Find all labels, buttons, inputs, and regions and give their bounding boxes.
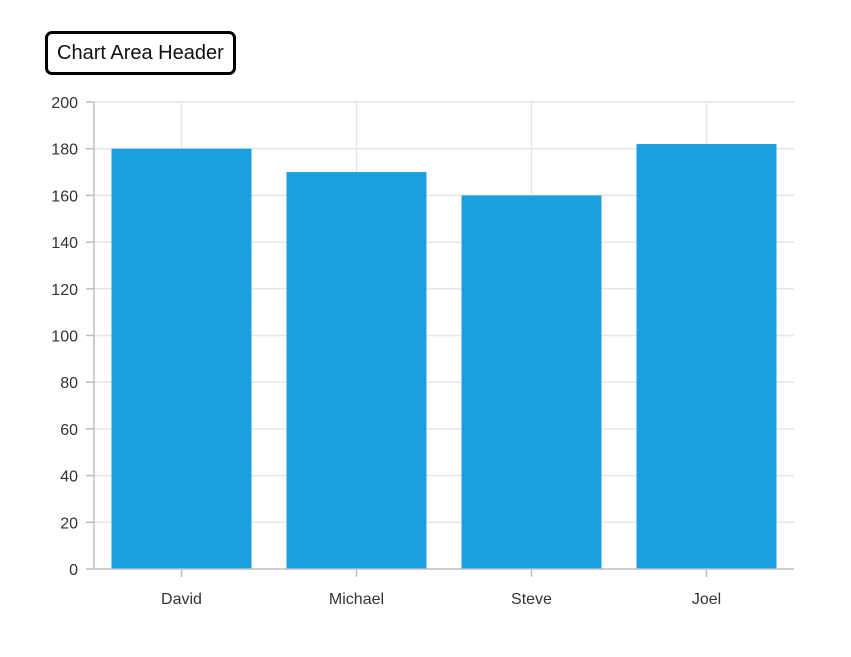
y-tick-label: 60 (60, 422, 78, 439)
bar-david (111, 148, 252, 569)
y-tick-label: 80 (60, 375, 78, 392)
x-tick-label: Steve (511, 591, 552, 608)
x-tick-labels: David Michael Steve Joel (161, 591, 721, 608)
x-tick-label: Joel (692, 591, 721, 608)
bars (111, 144, 777, 570)
axes (86, 101, 794, 577)
y-tick-label: 120 (51, 282, 78, 299)
bar-steve (461, 195, 602, 569)
bar-michael (286, 172, 427, 570)
y-tick-label: 140 (51, 235, 78, 252)
x-tick-label: David (161, 591, 202, 608)
y-tick-label: 200 (51, 95, 78, 112)
y-tick-label: 20 (60, 515, 78, 532)
y-tick-label: 0 (69, 562, 78, 579)
y-tick-label: 100 (51, 329, 78, 346)
x-tick-label: Michael (329, 591, 384, 608)
y-tick-labels: 0 20 40 60 80 100 120 140 160 180 200 (51, 95, 78, 579)
y-tick-label: 40 (60, 469, 78, 486)
y-tick-label: 160 (51, 188, 78, 205)
y-tick-label: 180 (51, 142, 78, 159)
chart-header: Chart Area Header (45, 31, 236, 75)
bar-joel (636, 144, 777, 569)
